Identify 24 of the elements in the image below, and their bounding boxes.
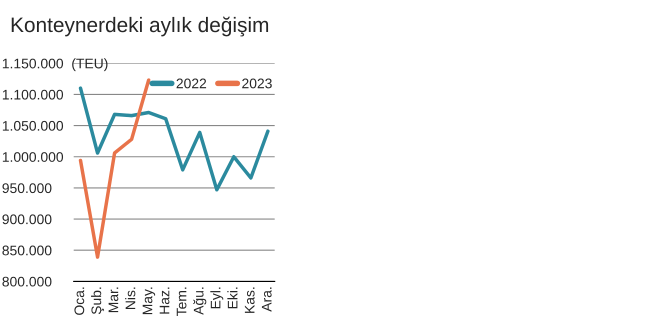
- y-tick-label: 850.000: [2, 246, 52, 256]
- x-tick-label: Mar.: [108, 288, 118, 312]
- x-tick-label: Nis.: [125, 288, 136, 310]
- x-tick-label: Eyl.: [210, 288, 224, 308]
- line-series: [78, 78, 150, 259]
- y-tick-label: 1.050.000: [2, 120, 64, 131]
- x-tick-label: Kas.: [244, 288, 255, 313]
- y-tick-label: 1.150.000 (TEU): [2, 58, 108, 72]
- x-tick-label: May.: [142, 288, 156, 314]
- y-tick-label: 950.000: [2, 183, 52, 194]
- x-tick-label: Tem.: [176, 288, 186, 316]
- x-tick-label: Haz.: [160, 288, 170, 314]
- y-tick-label: 900.000: [2, 214, 52, 224]
- legend-label: 2023: [242, 78, 272, 88]
- chart-title: Konteynerdeki aylık değişim: [12, 16, 268, 36]
- x-tick-label: Oca.: [74, 288, 84, 315]
- legend-label: 2022: [176, 78, 206, 88]
- y-tick-label: 1.100.000: [2, 90, 64, 100]
- y-tick-label: 800.000: [2, 276, 52, 287]
- x-tick-label: Eki.: [227, 288, 238, 308]
- x-tick-label: Ara.: [262, 288, 272, 312]
- y-tick-label: 1.000.000: [2, 152, 64, 162]
- x-tick-label: Ağu.: [193, 288, 206, 315]
- x-tick-label: Şub.: [91, 288, 104, 314]
